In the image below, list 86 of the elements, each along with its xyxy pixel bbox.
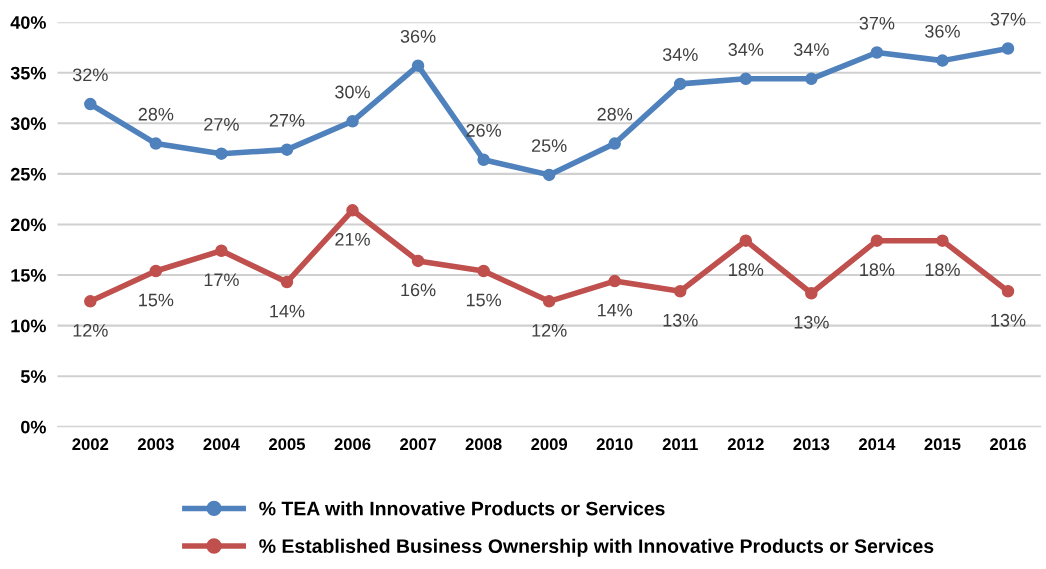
point — [673, 284, 687, 298]
data-label: 18% — [729, 263, 764, 277]
legend-label: % TEA with Innovative Products or Services — [259, 501, 665, 516]
data-label: 36% — [400, 29, 436, 43]
x-tick-label: 2011 — [662, 438, 698, 451]
point — [739, 72, 753, 86]
point — [149, 264, 163, 278]
x-tick-label: 2014 — [858, 438, 896, 451]
data-label: 34% — [793, 43, 829, 56]
data-label: 15% — [139, 293, 174, 307]
x-tick-label: 2012 — [727, 438, 764, 451]
y-tick-label: 0% — [21, 420, 46, 434]
data-label: 32% — [72, 68, 108, 82]
point — [805, 286, 818, 300]
legend-label: % Established Business Ownership with Innovative Products or Services — [259, 538, 934, 557]
y-tick-label: 5% — [20, 370, 46, 383]
point — [870, 46, 884, 59]
y-tick-label: 30% — [10, 117, 46, 131]
point — [870, 234, 884, 247]
y-tick-label: 40% — [10, 16, 46, 29]
data-label: 13% — [663, 313, 698, 327]
data-label: 30% — [335, 85, 370, 99]
data-label: 14% — [598, 303, 633, 317]
data-label: 36% — [925, 24, 960, 38]
y-tick-label: 20% — [10, 218, 46, 232]
data-label: 21% — [335, 232, 370, 246]
point — [411, 59, 425, 72]
point — [280, 275, 294, 289]
point — [346, 204, 359, 217]
point — [673, 77, 687, 91]
data-label: 28% — [138, 107, 174, 121]
y-tick-label: 15% — [11, 269, 46, 282]
data-label: 14% — [270, 304, 305, 318]
x-tick-label: 2003 — [137, 438, 174, 451]
point — [280, 143, 294, 156]
point — [608, 274, 621, 288]
data-label: 16% — [401, 283, 436, 297]
point — [608, 137, 621, 150]
y-tick-label: 25% — [10, 167, 46, 181]
x-tick-label: 2002 — [72, 438, 109, 451]
data-label: 13% — [794, 315, 829, 329]
y-tick-label: 35% — [10, 66, 46, 80]
x-tick-label: 2010 — [596, 438, 633, 451]
data-label: 34% — [728, 43, 764, 56]
point — [215, 244, 228, 258]
data-label: 28% — [597, 107, 633, 121]
point — [739, 234, 753, 247]
point — [215, 147, 228, 160]
data-label: 37% — [859, 16, 895, 30]
data-label: 34% — [662, 48, 698, 61]
data-label: 26% — [466, 124, 502, 137]
data-label: 12% — [532, 323, 567, 337]
point — [477, 153, 490, 166]
data-label: 18% — [925, 263, 960, 277]
x-tick-label: 2009 — [531, 438, 568, 451]
point — [542, 168, 556, 182]
x-tick-label: 2006 — [334, 438, 371, 451]
x-tick-label: 2007 — [400, 438, 436, 451]
x-tick-label: 2016 — [990, 438, 1026, 451]
y-tick-label: 10% — [11, 319, 46, 333]
x-tick-label: 2013 — [793, 438, 830, 451]
point — [346, 115, 359, 128]
data-label: 27% — [204, 117, 239, 131]
data-label: 25% — [531, 139, 567, 152]
point — [411, 254, 425, 268]
point — [936, 234, 949, 247]
point — [805, 72, 818, 86]
x-tick-label: 2008 — [465, 438, 502, 451]
point — [149, 137, 163, 150]
data-label: 13% — [991, 313, 1026, 327]
point — [84, 97, 97, 111]
data-label: 12% — [73, 323, 108, 337]
x-tick-label: 2005 — [268, 438, 306, 451]
point — [936, 54, 949, 67]
data-label: 15% — [466, 293, 502, 307]
point — [1001, 42, 1015, 55]
point — [84, 295, 97, 308]
data-label: 37% — [990, 12, 1026, 26]
data-label: 17% — [204, 273, 239, 287]
point — [542, 295, 556, 308]
x-tick-label: 2015 — [924, 438, 961, 451]
point — [477, 264, 490, 278]
data-label: 18% — [860, 263, 895, 277]
x-tick-label: 2004 — [203, 438, 240, 451]
point — [1001, 284, 1015, 298]
data-label: 27% — [269, 113, 305, 127]
